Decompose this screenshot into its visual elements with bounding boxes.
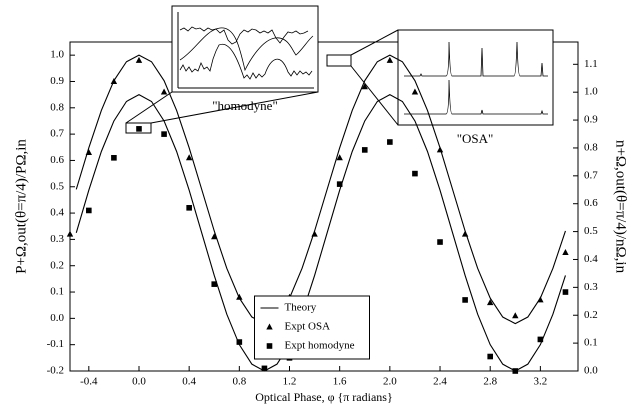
chart: -0.4 0.0 0.4 0.8 1.2 1.6 2.0 2.4 2.8 3.2 -0.2 -0.1 0… [0,0,639,411]
square-marker [211,281,217,287]
legend-label: Theory [285,302,317,314]
triangle-marker [562,249,568,255]
square-marker [186,205,192,211]
annotation: "homodyne" [212,98,278,113]
y-tick-label: 0.4 [50,207,64,219]
square-marker [237,339,243,345]
connector [126,92,172,123]
square-marker [563,289,569,295]
y2-tick-label: 0.2 [584,309,598,321]
square-marker [512,368,518,374]
x-tick-label: 3.2 [533,376,547,388]
osa-inset [398,30,553,125]
square-marker [262,366,268,372]
x-tick-label: -0.4 [80,376,98,388]
triangle-marker [387,57,393,63]
y2-tick-label: 0.3 [584,281,598,293]
triangle-marker [437,146,443,152]
x-tick-label: 0.4 [182,376,196,388]
square-marker [487,354,493,360]
triangle-marker [136,57,142,63]
annotation: "OSA" [457,131,494,146]
triangle-marker [537,296,543,302]
y-tick-label: -0.2 [47,365,64,377]
triangle-marker [86,149,92,155]
y-tick-label: 1.0 [50,49,64,61]
y2-tick-label: 0.9 [584,114,598,126]
y2-tick-label: 0.6 [584,197,598,209]
square-marker [538,337,544,343]
y2-tick-label: 1.1 [584,58,598,70]
square-marker [161,131,167,137]
y2-tick-label: 0.1 [584,337,598,349]
x-tick-label: 2.0 [383,376,397,388]
y2-tick-label: 0.4 [584,253,598,265]
legend-label: Expt homodyne [285,340,355,352]
y-tick-label: 0.3 [50,233,64,245]
y-tick-label: 0.6 [50,154,64,166]
y2-tick-label: 0.7 [584,169,598,181]
triangle-marker [111,78,117,84]
square-marker [136,126,142,132]
x-tick-label: 0.0 [132,376,146,388]
triangle-marker [161,89,167,95]
y2-tick-label: 0.0 [584,365,598,377]
x-axis-label: Optical Phase, φ {π radians} [255,390,392,404]
triangle-marker [512,312,518,318]
square-marker [111,155,117,161]
y-tick-label: 0.1 [50,286,64,298]
triangle-marker [67,231,73,237]
y2-tick-label: 0.8 [584,141,598,153]
x-tick-label: 2.4 [433,376,447,388]
x-tick-label: 2.8 [483,376,497,388]
square-marker [437,239,443,245]
y-tick-label: 0.8 [50,101,64,113]
y-axis-label: P+Ω,out(θ=π/4)/PΩ,in [13,139,29,274]
y-tick-label: 0.0 [50,312,64,324]
x-tick-label: 1.6 [333,376,347,388]
y2-tick-label: 1.0 [584,86,598,98]
square-marker [362,147,368,153]
y2-tick-label: 0.5 [584,225,598,237]
square-marker [387,139,393,145]
square-marker [337,181,343,187]
y-tick-label: -0.1 [47,338,64,350]
y-tick-label: 0.2 [50,259,64,271]
square-marker [86,208,92,214]
triangle-marker [236,294,242,300]
y-tick-label: 0.5 [50,180,64,192]
triangle-marker [311,231,317,237]
y-tick-label: 0.7 [50,128,64,140]
x-tick-label: 1.2 [283,376,297,388]
square-marker [412,171,418,177]
triangle-marker [462,231,468,237]
legend-swatch [267,343,273,349]
y-tick-label: 0.9 [50,75,64,87]
x-tick-label: 0.8 [232,376,246,388]
inset-marker [327,55,351,66]
y2-axis-label: n+Ω,out(θ=π/4)/nΩ,in [613,140,629,274]
square-marker [462,297,468,303]
homodyne-inset [172,6,318,92]
legend-label: Expt OSA [285,321,331,333]
